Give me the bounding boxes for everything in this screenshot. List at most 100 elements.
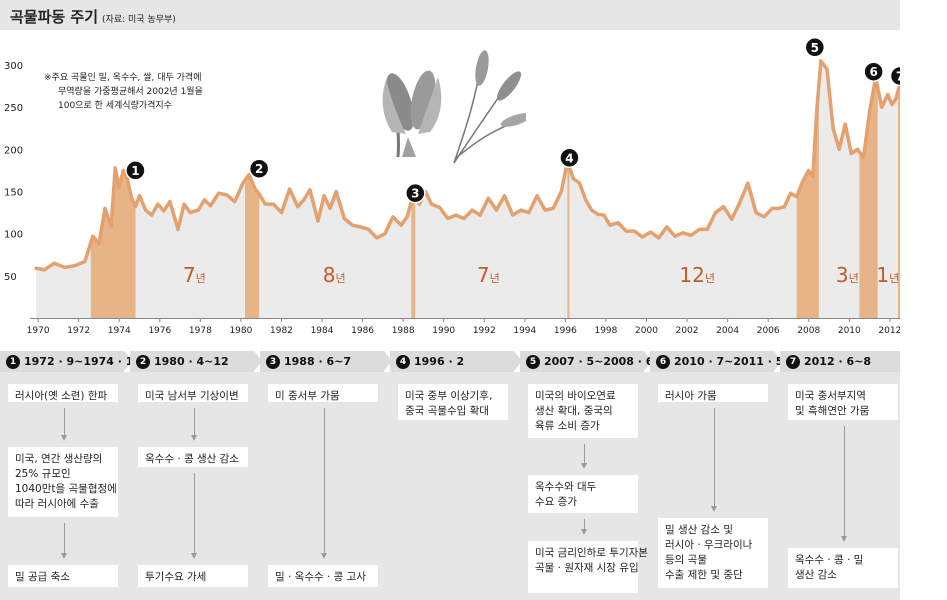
event-marker-label: 7	[896, 69, 900, 83]
event-marker	[559, 147, 580, 169]
flow-arrowhead	[581, 463, 587, 469]
x-tick-label: 2000	[635, 326, 658, 336]
cycle-unit: 년	[336, 272, 346, 285]
flow-arrowhead	[841, 536, 847, 542]
timeline-period: 1988 · 6~7	[284, 355, 351, 368]
cause-box: 밀 공급 축소	[8, 565, 118, 587]
cause-text: 수출 제한 및 중단	[665, 569, 743, 581]
cause-text: 옥수수 · 콩 · 밀	[795, 554, 864, 566]
cause-text: 1040만t을 곡물협정에	[15, 483, 117, 495]
timeline-header-1: 1 1972 · 9~1974 · 10	[6, 351, 141, 372]
x-tick-label: 1992	[473, 326, 496, 336]
cause-text: 미국, 연간 생산량의	[15, 453, 103, 465]
event-marker	[125, 160, 146, 181]
cause-box: 러시아 가뭄	[658, 384, 768, 402]
x-tick-label: 1996	[554, 326, 577, 336]
cause-text: 미 중서부 가뭄	[275, 390, 340, 402]
cause-text: 및 흑해연안 가뭄	[795, 405, 870, 417]
cause-text: 따라 러시아에 수출	[15, 498, 99, 510]
chart-markers: 1 2 3 4 5 6 7	[125, 37, 900, 204]
timeline-period: 1972 · 9~1974 · 10	[24, 355, 142, 368]
chart-note: ※주요 곡물인 밀, 옥수수, 쌀, 대두 가격에 무역량을 가중평균해서 20…	[44, 71, 224, 113]
timeline-header-6: 6 2010 · 7~2011 · 5	[656, 351, 783, 372]
cycle-unit: 년	[849, 272, 859, 285]
timeline-header-5: 5 2007 · 5~2008 · 6	[526, 351, 653, 372]
cause-text: 중국 곡물수입 확대	[405, 405, 489, 417]
event-marker-label: 4	[565, 151, 573, 165]
cause-box: 미국, 연간 생산량의 25% 규모인 1040만t을 곡물협정에 따라 러시아에 수…	[8, 447, 118, 517]
cause-text: 생산 확대, 중국의	[535, 405, 613, 417]
timeline-number: 1	[6, 355, 20, 369]
timeline-header-band	[130, 351, 254, 372]
x-tick-label: 2006	[757, 326, 780, 336]
timeline-number: 6	[656, 355, 670, 369]
chart-labels: 7년 8년 7년 12년 3년 1년	[183, 263, 899, 287]
flow-line	[64, 408, 65, 436]
cause-text: 밀 · 옥수수 · 콩 고사	[275, 571, 366, 583]
x-tick-label: 2002	[676, 326, 699, 336]
cause-box: 미국 금리인하로 투기자본 곡물 · 원자재 시장 유입	[528, 541, 648, 593]
timeline-number: 7	[786, 355, 800, 369]
event-marker-label: 6	[869, 65, 877, 79]
cause-text: 옥수수 · 콩 생산 감소	[145, 453, 239, 465]
cause-text: 투기수요 가세	[145, 571, 207, 583]
timeline-header-band	[0, 351, 124, 372]
cause-text: 미국의 바이오연료	[535, 390, 616, 402]
flow-line	[194, 408, 195, 436]
highlight-band	[411, 194, 416, 318]
chart-axes: 50 100 150 200 250 300 1970 1972 1974 1976 1978 198…	[4, 61, 900, 336]
y-tick-label: 200	[4, 145, 23, 156]
cycle-duration-label: 7년	[183, 263, 206, 287]
cause-text: 옥수수와 대두	[535, 481, 597, 493]
cause-text: 미국 남서부 기상이변	[145, 390, 239, 402]
cycle-unit: 년	[196, 272, 206, 285]
cause-box: 투기수요 가세	[138, 565, 248, 587]
note-line-2: 무역량을 가중평균해서 2002년 1월을	[58, 87, 203, 97]
cause-text: 미국 중부 이상기후,	[405, 390, 493, 402]
cause-text: 육류 소비 증가	[535, 420, 600, 432]
x-tick-label: 1982	[270, 326, 293, 336]
cycle-duration-label: 7년	[477, 263, 500, 287]
cycle-unit: 년	[490, 272, 500, 285]
x-tick-label: 1984	[311, 326, 334, 336]
title-bar: 곡물파동 주기 (자료: 미국 농무부)	[0, 0, 900, 30]
cause-box: 밀 · 옥수수 · 콩 고사	[268, 565, 378, 587]
timeline-number: 3	[266, 355, 280, 369]
flow-arrowhead	[61, 435, 67, 441]
cause-text: 등의 곡물	[665, 554, 707, 566]
cause-text: 러시아 가뭄	[665, 390, 717, 402]
y-tick-label: 150	[4, 188, 23, 199]
series-line	[34, 59, 900, 272]
chart-series	[34, 59, 900, 272]
timeline-period: 1980 · 4~12	[154, 355, 229, 368]
cause-text: 러시아(옛 소련) 한파	[15, 390, 108, 402]
timeline-header-3: 3 1988 · 6~7	[266, 351, 351, 372]
cycle-years: 7	[477, 263, 490, 287]
timeline-number: 2	[136, 355, 150, 369]
y-tick-label: 50	[4, 272, 17, 283]
timeline-period: 2010 · 7~2011 · 5	[674, 355, 784, 368]
cause-text: 수요 증가	[535, 496, 577, 508]
corn-icon	[382, 70, 442, 158]
cause-text: 생산 감소	[795, 569, 837, 581]
cycle-duration-label: 8년	[323, 263, 346, 287]
x-tick-label: 1986	[351, 326, 374, 336]
x-tick-label: 1994	[513, 326, 536, 336]
flow-line	[64, 523, 65, 554]
timeline-header-4: 4 1996 · 2	[396, 351, 464, 372]
event-marker	[863, 61, 884, 82]
cycle-unit: 년	[889, 272, 899, 285]
timeline-header-7: 7 2012 · 6~8	[786, 351, 871, 372]
cause-text: 미국 중서부지역	[795, 390, 866, 402]
wheat-icon	[453, 50, 526, 164]
flow-arrowhead	[321, 553, 327, 559]
flow-line	[714, 408, 715, 507]
cause-box: 밀 생산 감소 및 러시아 · 우크라이나 등의 곡물 수출 제한 및 중단	[658, 518, 768, 588]
event-marker	[804, 37, 826, 58]
timeline-header-arrow	[514, 351, 522, 371]
timeline-number: 4	[396, 355, 410, 369]
event-marker	[405, 182, 426, 204]
